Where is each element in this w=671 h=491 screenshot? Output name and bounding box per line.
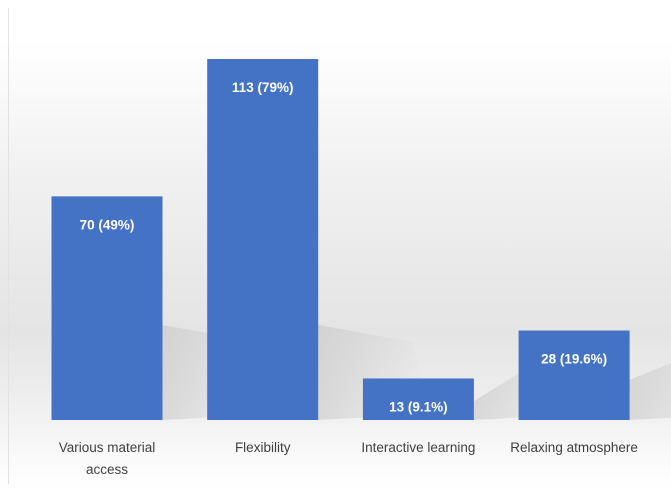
chart-border — [8, 8, 9, 484]
category-label-line: access — [86, 462, 128, 477]
category-label: Interactive learning — [361, 440, 475, 455]
category-label-line: Relaxing atmosphere — [510, 440, 638, 455]
bar-value-label: 113 (79%) — [232, 80, 294, 95]
bar — [51, 196, 163, 420]
bar-value-label: 70 (49%) — [80, 217, 135, 232]
category-label-line: Flexibility — [235, 440, 291, 455]
bar-shadow — [629, 363, 671, 420]
category-label: Various material access — [59, 440, 156, 477]
category-label: Relaxing atmosphere — [510, 440, 638, 455]
bar — [362, 378, 474, 420]
data-labels: 70 (49%) 113 (79%) 13 (9.1%) 28 (19.6%) — [80, 80, 608, 414]
bar — [207, 59, 319, 420]
bars — [51, 59, 630, 420]
category-label: Flexibility — [235, 440, 291, 455]
category-label-line: Interactive learning — [361, 440, 475, 455]
bar — [518, 330, 630, 420]
category-label-line: Various material — [59, 440, 156, 455]
category-labels: Various material access Flexibility Interac… — [59, 440, 638, 477]
bar-value-label: 13 (9.1%) — [389, 399, 448, 414]
bar-value-label: 28 (19.6%) — [541, 352, 607, 367]
